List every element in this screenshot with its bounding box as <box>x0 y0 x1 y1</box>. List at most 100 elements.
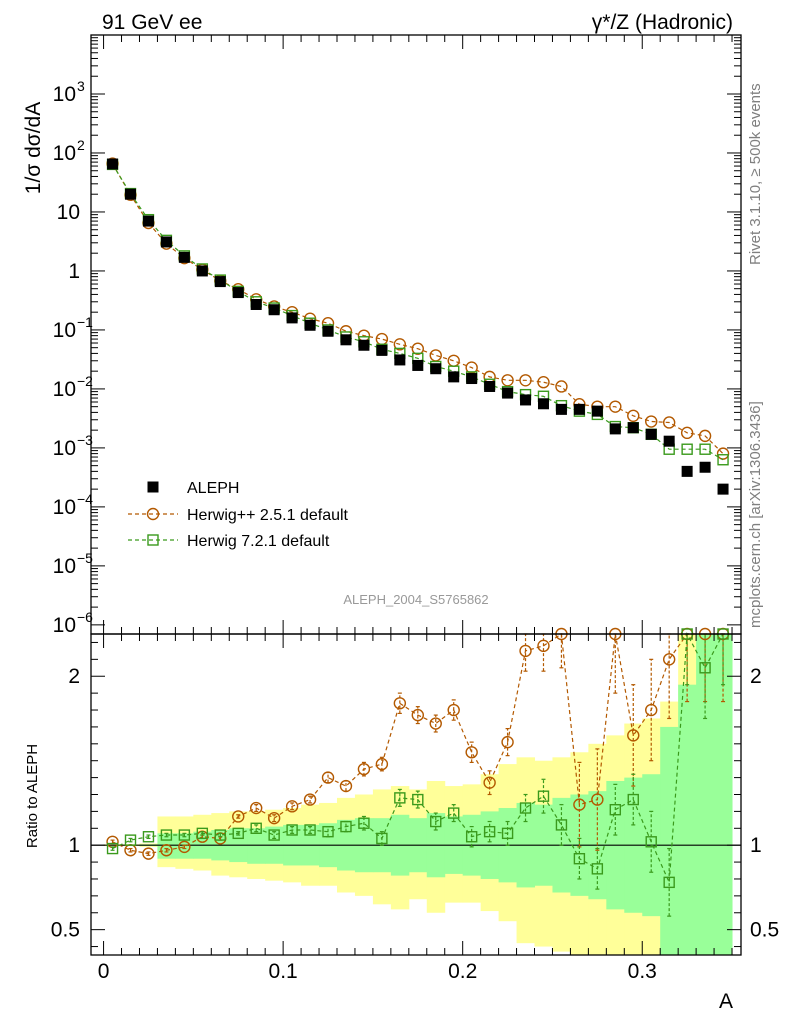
ratio-point <box>268 829 280 841</box>
ratio-point <box>376 832 388 845</box>
legend-marker <box>147 481 159 493</box>
ratio-point <box>519 644 532 658</box>
ratio-y-tick-label-right: 2 <box>750 665 762 688</box>
main-y-tick-exponent: −5 <box>77 550 93 566</box>
main-point <box>304 319 316 331</box>
ratio-point <box>591 863 604 875</box>
ratio-point <box>663 876 675 889</box>
ratio-point <box>321 771 335 784</box>
legend-label: ALEPH <box>187 480 239 497</box>
ratio-y-tick-label-right: 0.5 <box>750 919 779 942</box>
labels: 91 GeV ee γ*/Z (Hadronic) Rivet 3.1.10, … <box>22 11 764 1013</box>
main-point <box>286 312 298 324</box>
ratio-uncertainty-bands <box>91 634 741 955</box>
main-point <box>448 371 460 383</box>
main-series-line <box>111 163 724 455</box>
main-point <box>322 325 334 337</box>
main-point <box>698 429 712 443</box>
ratio-point <box>124 834 137 846</box>
legend: ALEPH Herwig++ 2.5.1 default Herwig 7.2.1 … <box>128 480 349 550</box>
ratio-point <box>106 842 119 855</box>
main-point <box>537 375 550 389</box>
main-y-tick-label: 10 <box>53 83 76 106</box>
main-point <box>125 188 137 200</box>
rivet-label: Rivet 3.1.10, ≥ 500k events <box>747 83 764 265</box>
main-point <box>501 374 514 387</box>
main-y-tick-exponent: −4 <box>77 491 93 507</box>
main-point <box>609 423 621 435</box>
ratio-point <box>591 793 604 806</box>
main-point <box>484 380 496 392</box>
ratio-point <box>537 790 550 802</box>
ratio-y-tick-label: 2 <box>68 665 80 688</box>
main-point <box>717 483 729 495</box>
main-point <box>178 251 190 263</box>
main-point <box>358 339 370 351</box>
ratio-point <box>160 844 173 857</box>
ratio-point <box>609 804 622 816</box>
main-point <box>502 387 514 399</box>
main-y-tick-exponent: −1 <box>77 314 93 330</box>
ratio-y-tick-label: 1 <box>68 834 80 857</box>
ratio-point <box>178 840 191 854</box>
ratio-point <box>285 800 299 813</box>
ratio-point <box>160 829 173 841</box>
main-y-tick-exponent: −2 <box>77 373 93 389</box>
main-y-tick-exponent: 3 <box>77 78 85 94</box>
ratio-point <box>645 703 658 717</box>
band-inner-bin <box>247 828 266 864</box>
main-series-line <box>111 164 724 461</box>
ratio-point <box>322 825 334 838</box>
ratio-point <box>465 746 478 759</box>
main-y-tick-label: 10 <box>57 201 80 224</box>
ratio-point <box>555 819 568 831</box>
main-y-tick-label: 10 <box>53 378 76 401</box>
ratio-point <box>393 697 407 710</box>
main-point <box>142 215 154 227</box>
main-point <box>160 236 172 248</box>
ratio-point <box>250 822 262 834</box>
main-point <box>520 394 532 406</box>
main-y-tick-exponent: 2 <box>77 137 85 153</box>
header-left: 91 GeV ee <box>102 11 202 34</box>
main-point <box>663 435 675 447</box>
ratio-point <box>627 729 640 742</box>
main-y-tick-label: 10 <box>53 555 76 578</box>
ratio-point <box>286 824 298 836</box>
header-right: γ*/Z (Hadronic) <box>592 11 733 34</box>
main-point <box>250 298 262 310</box>
main-point <box>699 443 711 455</box>
ratio-point <box>340 820 352 833</box>
main-point <box>645 415 658 428</box>
ratio-point <box>430 815 442 828</box>
main-point <box>555 380 568 393</box>
main-y-tick-label: 10 <box>53 319 76 342</box>
main-point <box>376 344 388 356</box>
main-point <box>555 403 567 415</box>
ratio-series-line <box>112 631 724 883</box>
ratio-y-tick-label: 0.5 <box>51 919 80 942</box>
main-point <box>447 354 460 367</box>
ratio-point <box>339 779 353 793</box>
ratio-series <box>106 627 730 917</box>
ratio-point <box>501 735 514 749</box>
main-point <box>537 398 549 410</box>
ratio-point <box>501 827 514 840</box>
ratio-point <box>214 829 226 841</box>
main-point <box>716 447 730 460</box>
legend-label: Herwig++ 2.5.1 default <box>187 507 349 524</box>
ratio-point <box>394 792 406 804</box>
legend-marker <box>147 534 159 546</box>
ratio-point <box>178 829 191 841</box>
main-point <box>466 373 478 385</box>
main-y-tick-label: 10 <box>53 614 76 637</box>
main-point <box>662 416 676 429</box>
main-point <box>591 405 603 417</box>
ratio-point <box>537 639 550 653</box>
x-tick-label: 0 <box>98 960 110 983</box>
x-tick-label: 0.2 <box>448 960 477 983</box>
main-point <box>340 334 352 346</box>
ratio-point <box>304 824 316 836</box>
ratio-point <box>375 757 389 771</box>
